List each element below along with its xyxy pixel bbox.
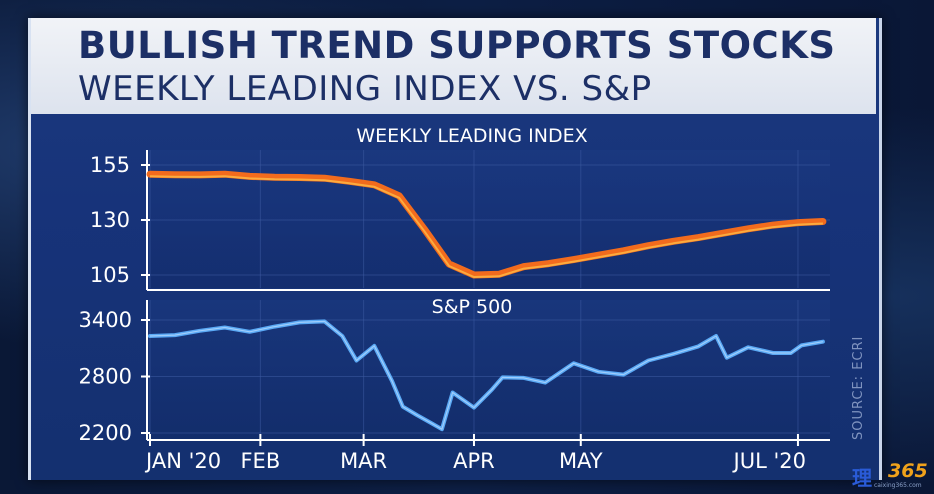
source-note: SOURCE: ECRI (851, 336, 866, 440)
sp500-line-highlight (149, 320, 824, 430)
watermark-logo: 理 365 caixing365.com (852, 458, 932, 492)
sp500-plot-bg (150, 300, 830, 440)
x-tick-label: FEB (240, 449, 280, 473)
sp500-y-tick-label: 2200 (79, 421, 132, 445)
x-tick-label: MAR (340, 449, 387, 473)
logo-number: 365 (888, 460, 928, 482)
logo-url: caixing365.com (874, 482, 922, 489)
sp500-y-ticks: 2200 2800 3400 (79, 308, 150, 445)
headline: BULLISH TREND SUPPORTS STOCKS (78, 24, 836, 67)
x-tick-label: MAY (559, 449, 603, 473)
sp500-chart-title: S&P 500 (432, 296, 513, 318)
sp500-y-tick-label: 3400 (79, 308, 132, 332)
wli-line (146, 170, 827, 279)
wli-chart-title: WEEKLY LEADING INDEX (356, 125, 587, 147)
logo-mark-icon: 理 (852, 466, 872, 490)
subheadline: WEEKLY LEADING INDEX VS. S&P (78, 69, 652, 109)
sp500-y-tick-label: 2800 (79, 365, 132, 389)
x-tick-label: JAN '20 (144, 449, 221, 473)
wli-line-highlight (149, 175, 823, 278)
wli-y-ticks: 105 130 155 (90, 153, 150, 287)
wli-y-tick-label: 130 (90, 208, 130, 232)
sp500-series (148, 319, 825, 432)
wli-series (146, 170, 827, 279)
wli-y-tick-label: 105 (90, 263, 130, 287)
grid-layer (149, 150, 830, 440)
x-tick-label: APR (453, 449, 495, 473)
wli-plot-bg (150, 150, 830, 288)
title-banner (31, 18, 876, 114)
month-axis: JAN '20 FEB MAR APR MAY JUL '20 (144, 434, 806, 473)
wli-y-tick-label: 155 (90, 153, 130, 177)
x-tick-label: JUL '20 (732, 449, 806, 473)
